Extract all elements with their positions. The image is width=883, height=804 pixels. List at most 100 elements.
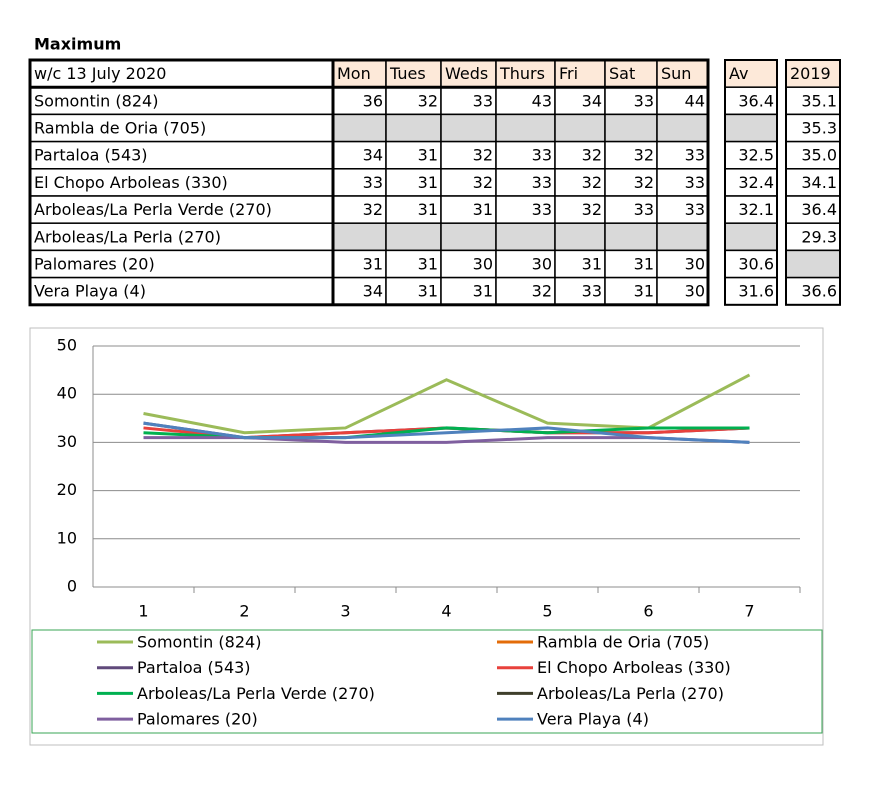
cell-value: 36.4 xyxy=(738,91,774,110)
cell-value: 31 xyxy=(473,282,493,301)
header-cell xyxy=(604,59,658,88)
cell-value: 31 xyxy=(363,255,383,274)
cell-value: 30 xyxy=(473,255,493,274)
cell xyxy=(29,249,334,279)
x-tick-label: 4 xyxy=(441,602,451,621)
cell xyxy=(385,140,442,170)
x-tick-label: 2 xyxy=(239,602,249,621)
cell-value: 34 xyxy=(363,146,383,165)
cell-value: 32 xyxy=(473,173,493,192)
cell-value: 33 xyxy=(363,173,383,192)
legend-label: Palomares (20) xyxy=(137,710,258,729)
sheet-title: Maximum xyxy=(34,35,121,54)
cell-value: 32 xyxy=(582,173,602,192)
cell-value: 33 xyxy=(685,173,705,192)
cell xyxy=(724,276,778,306)
cell-value: 36 xyxy=(363,91,383,110)
cell xyxy=(785,195,841,224)
y-tick-label: 40 xyxy=(57,384,77,403)
y-tick-label: 10 xyxy=(57,528,77,547)
cell-value: 35.3 xyxy=(801,119,837,138)
cell xyxy=(385,195,442,224)
cell-value: 32 xyxy=(582,146,602,165)
cell-value: 33 xyxy=(473,91,493,110)
cell-value: 33 xyxy=(532,200,552,219)
row-label: Vera Playa (4) xyxy=(34,282,146,301)
empty-cell xyxy=(724,113,778,143)
cell-value: 30 xyxy=(685,255,705,274)
cell-value: 33 xyxy=(685,200,705,219)
chart-frame xyxy=(29,327,824,746)
empty-cell xyxy=(495,113,556,143)
cell-value: 31 xyxy=(418,173,438,192)
empty-cell xyxy=(332,113,387,143)
cell-value: 33 xyxy=(685,146,705,165)
x-tick-label: 3 xyxy=(340,602,350,621)
empty-cell xyxy=(440,222,497,252)
cell-value: 31 xyxy=(418,255,438,274)
table-border xyxy=(28,58,710,307)
cell-value: 31 xyxy=(418,200,438,219)
cell-value: 34 xyxy=(582,91,602,110)
cell-value: 31 xyxy=(418,282,438,301)
cell-value: 36.6 xyxy=(801,282,837,301)
cell xyxy=(656,168,709,197)
cell-value: 31.6 xyxy=(738,282,774,301)
header-cell xyxy=(554,59,606,88)
legend-label: El Chopo Arboleas (330) xyxy=(537,658,731,677)
empty-cell xyxy=(604,222,658,252)
x-tick-label: 1 xyxy=(138,602,148,621)
cell-value: 29.3 xyxy=(801,227,837,246)
empty-cell xyxy=(656,222,709,252)
row-label: Rambla de Oria (705) xyxy=(34,119,206,138)
cell xyxy=(385,249,442,279)
y-tick-label: 0 xyxy=(67,577,77,596)
row-label: Arboleas/La Perla Verde (270) xyxy=(34,200,272,219)
column-header: Fri xyxy=(559,64,578,83)
cell-value: 33 xyxy=(532,146,552,165)
cell xyxy=(604,140,658,170)
row-label: Arboleas/La Perla (270) xyxy=(34,227,221,246)
cell xyxy=(440,140,497,170)
cell-value: 31 xyxy=(634,282,654,301)
column-header: Mon xyxy=(337,64,371,83)
empty-cell xyxy=(604,113,658,143)
cell xyxy=(656,195,709,224)
cell xyxy=(554,249,606,279)
cell xyxy=(332,276,387,306)
cell-value: 43 xyxy=(532,91,552,110)
column-header: Weds xyxy=(445,64,488,83)
av-border xyxy=(724,59,778,306)
empty-cell xyxy=(385,113,442,143)
legend-frame xyxy=(31,629,823,734)
cell-value: 32.5 xyxy=(738,146,774,165)
cell-value: 32 xyxy=(634,146,654,165)
cell-value: 32.4 xyxy=(738,173,774,192)
cell-value: 30 xyxy=(685,282,705,301)
cell-value: 32.1 xyxy=(738,200,774,219)
y2019-border xyxy=(785,59,841,306)
empty-cell xyxy=(554,113,606,143)
cell-value: 35.1 xyxy=(801,91,837,110)
cell-value: 32 xyxy=(532,282,552,301)
column-header: Sun xyxy=(661,64,691,83)
x-tick-label: 6 xyxy=(643,602,653,621)
cell xyxy=(332,168,387,197)
row-label: El Chopo Arboleas (330) xyxy=(34,173,228,192)
cell-value: 33 xyxy=(532,173,552,192)
header-cell xyxy=(785,59,841,88)
cell-value: 33 xyxy=(582,282,602,301)
column-header: 2019 xyxy=(790,64,831,83)
cell-value: 30.6 xyxy=(738,255,774,274)
empty-cell xyxy=(554,222,606,252)
cell xyxy=(785,276,841,306)
cell xyxy=(656,140,709,170)
legend-label: Rambla de Oria (705) xyxy=(537,633,709,652)
empty-cell xyxy=(440,113,497,143)
empty-cell xyxy=(332,222,387,252)
column-header: Tues xyxy=(389,64,426,83)
empty-cell xyxy=(785,249,841,279)
empty-cell xyxy=(385,222,442,252)
